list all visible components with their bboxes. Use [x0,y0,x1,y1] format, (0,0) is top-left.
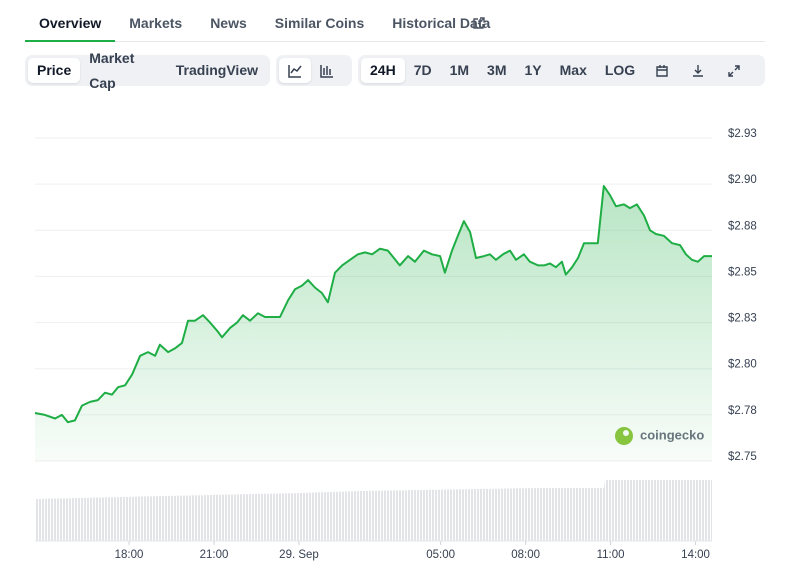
x-tick-label: 08:00 [511,549,540,561]
y-tick-label: $2.80 [728,359,757,371]
icon-button[interactable] [716,58,752,83]
range-button[interactable]: LOG [604,62,636,78]
range-group: 24H 7D 1M 3M 1Y Max LOG [358,55,765,86]
candle-chart-button[interactable] [311,58,343,83]
x-tick-label: 18:00 [115,549,144,561]
y-tick-label: $2.83 [728,313,757,325]
range-button[interactable]: 24H [361,58,405,83]
view-button[interactable]: TradingView [175,62,258,78]
view-button[interactable]: Price [28,58,81,83]
tab[interactable]: Overview [25,0,116,42]
line-chart-button[interactable] [279,58,311,83]
y-tick-label: $2.88 [728,220,757,232]
icon-button[interactable] [680,58,716,83]
external-link-icon [473,17,485,29]
range-button[interactable]: 1M [449,62,470,78]
x-tick-label: 05:00 [426,549,455,561]
range-button[interactable]: 7D [413,62,432,78]
y-tick-label: $2.78 [728,405,757,417]
icon-button[interactable] [644,58,680,83]
range-button[interactable]: Max [559,62,587,78]
y-tick-label: $2.85 [728,266,757,278]
tab-bar: Overview Markets News Similar Coins Historic… [25,0,765,42]
tab[interactable]: Historical Data [392,15,491,31]
y-tick-label: $2.93 [728,128,757,140]
x-tick-label: 21:00 [200,549,229,561]
x-tick-label: 29. Sep [279,549,319,561]
x-tick-label: 14:00 [681,549,710,561]
price-line [34,185,712,424]
range-button[interactable]: 3M [487,62,507,78]
y-tick-label: $2.90 [728,174,757,186]
y-tick-label: $2.75 [728,451,757,463]
tab[interactable]: Markets [129,15,183,31]
tab[interactable]: News [210,15,247,31]
tab[interactable]: Similar Coins [274,15,365,31]
range-button[interactable]: 1Y [524,62,542,78]
x-tick-label: 11:00 [597,549,625,561]
chart-style-group [276,55,352,86]
volume-bars [35,480,712,541]
price-area [35,186,712,461]
